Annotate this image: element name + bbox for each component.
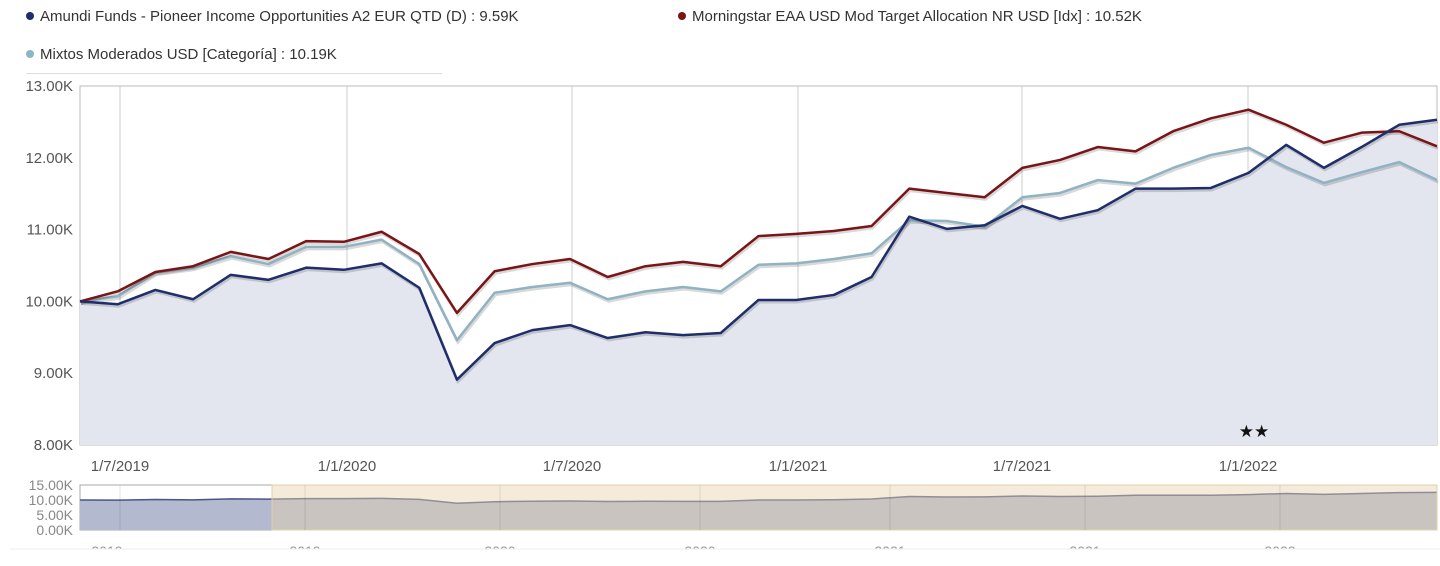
navigator-y-label: 5.00K — [36, 507, 73, 523]
navigator-area — [80, 492, 1437, 530]
legend-item-mixtos[interactable]: Mixtos Moderados USD [Categoría] : 10.19… — [26, 46, 337, 63]
series-line-mixtos — [79, 146, 1438, 342]
series-dot-icon — [26, 12, 34, 21]
navigator-y-label: 10.00K — [29, 492, 74, 508]
series-dot-icon — [26, 50, 34, 59]
navigator-y-label: 0.00K — [36, 522, 73, 538]
navigator-y-label: 15.00K — [29, 477, 74, 493]
y-tick-label: 8.00K — [34, 437, 73, 454]
x-tick-label: 1/7/2020 — [543, 458, 601, 475]
navigator-range-selector[interactable] — [271, 484, 1438, 531]
series-shadow — [80, 148, 1439, 345]
series-line-amundi — [79, 118, 1438, 381]
y-tick-label: 9.00K — [34, 365, 73, 382]
legend-divider — [26, 73, 442, 74]
series-shadow — [80, 110, 1439, 318]
navigator-line — [79, 491, 1438, 505]
series-shadow — [80, 120, 1439, 385]
legend-item-amundi[interactable]: Amundi Funds - Pioneer Income Opportunit… — [26, 8, 519, 25]
x-tick-label: 1/7/2019 — [91, 458, 149, 475]
legend-item-morningstar[interactable]: Morningstar EAA USD Mod Target Allocatio… — [678, 8, 1142, 25]
legend-label: Mixtos Moderados USD [Categoría] : 10.19… — [40, 46, 337, 63]
legend-label: Amundi Funds - Pioneer Income Opportunit… — [40, 8, 519, 25]
series-line-morningstar — [79, 108, 1438, 315]
x-tick-label: 1/1/2020 — [318, 458, 376, 475]
series-dot-icon — [678, 12, 686, 21]
y-tick-label: 12.00K — [25, 150, 73, 167]
series-area-amundi — [80, 119, 1437, 445]
x-tick-label: 1/1/2022 — [1219, 458, 1277, 475]
rating-stars-annotation: ★★ — [1239, 422, 1269, 441]
navigator-mask — [0, 549, 1440, 566]
legend-label: Morningstar EAA USD Mod Target Allocatio… — [692, 8, 1142, 25]
x-tick-label: 1/1/2021 — [769, 458, 827, 475]
y-tick-label: 13.00K — [25, 78, 73, 95]
y-tick-label: 11.00K — [27, 222, 73, 239]
y-tick-label: 10.00K — [25, 293, 73, 310]
x-tick-label: 1/7/2021 — [993, 458, 1051, 475]
